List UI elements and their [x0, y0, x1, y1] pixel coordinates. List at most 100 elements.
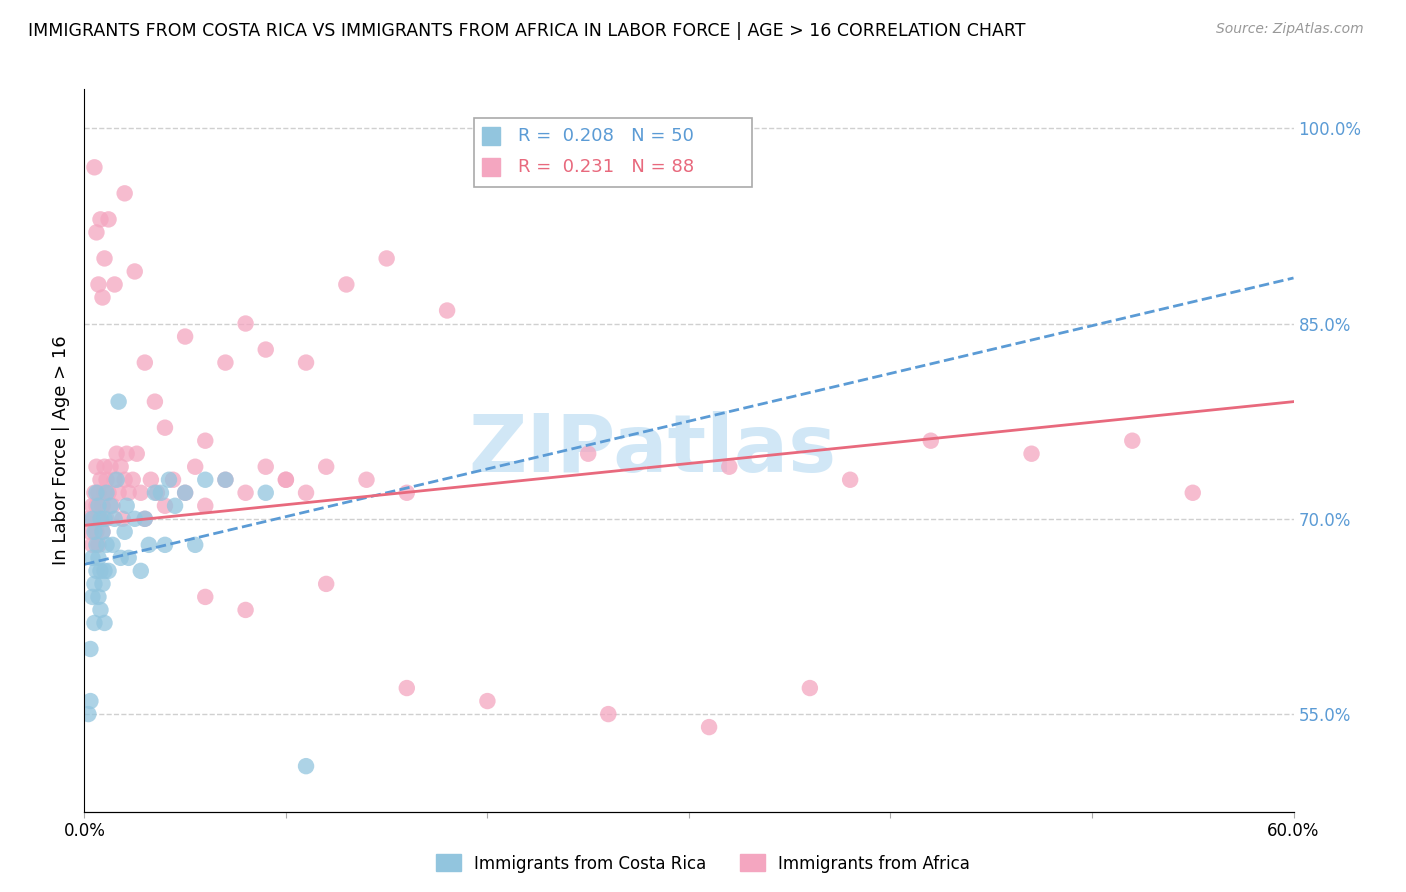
Point	[146, 485, 169, 500]
Point	[1121, 434, 1143, 448]
Point	[174, 485, 197, 500]
Point	[100, 499, 122, 513]
Point	[134, 512, 156, 526]
Point	[104, 277, 127, 292]
Point	[93, 252, 115, 266]
Point	[920, 434, 942, 448]
Point	[153, 538, 176, 552]
Point	[165, 499, 187, 513]
Point	[118, 485, 141, 500]
Point	[82, 512, 104, 526]
Point	[335, 277, 357, 292]
Point	[107, 394, 129, 409]
Point	[375, 252, 398, 266]
Point	[89, 512, 111, 526]
Point	[93, 512, 115, 526]
Point	[235, 317, 257, 331]
Point	[79, 524, 101, 539]
Point	[839, 473, 862, 487]
Point	[295, 485, 318, 500]
Point	[83, 512, 105, 526]
Point	[93, 485, 115, 500]
Point	[121, 473, 143, 487]
Point	[100, 459, 122, 474]
Point	[83, 615, 105, 630]
Point	[91, 291, 114, 305]
Point	[315, 577, 337, 591]
Point	[82, 499, 104, 513]
Point	[104, 512, 127, 526]
Point	[87, 485, 110, 500]
Point	[87, 512, 110, 526]
Point	[184, 459, 207, 474]
Point	[274, 473, 297, 487]
Point	[576, 447, 599, 461]
Point	[89, 212, 111, 227]
Point	[79, 642, 101, 657]
Point	[1021, 447, 1043, 461]
Point	[96, 512, 118, 526]
Point	[82, 590, 104, 604]
Point	[143, 394, 166, 409]
Point	[153, 499, 176, 513]
Point	[86, 459, 108, 474]
Point	[295, 355, 318, 369]
Point	[598, 707, 620, 722]
Point	[89, 564, 111, 578]
Point	[295, 759, 318, 773]
Point	[139, 473, 162, 487]
Point	[477, 694, 499, 708]
Point	[91, 577, 114, 591]
Point	[356, 473, 378, 487]
Point	[93, 459, 115, 474]
Point	[162, 473, 184, 487]
Point	[110, 550, 132, 565]
Point	[134, 355, 156, 369]
FancyBboxPatch shape	[474, 118, 752, 186]
Point	[1181, 485, 1204, 500]
Point	[254, 343, 277, 357]
Point	[254, 459, 277, 474]
Point	[194, 434, 217, 448]
Point	[86, 564, 108, 578]
Point	[214, 473, 236, 487]
Point	[718, 459, 741, 474]
Point	[129, 485, 152, 500]
Point	[799, 681, 821, 695]
Point	[129, 564, 152, 578]
Point	[115, 499, 138, 513]
Point	[97, 212, 120, 227]
Point	[101, 538, 124, 552]
Point	[134, 512, 156, 526]
Point	[96, 538, 118, 552]
Point	[91, 499, 114, 513]
Point	[194, 590, 217, 604]
Point	[315, 459, 337, 474]
Point	[86, 485, 108, 500]
Point	[86, 226, 108, 240]
Point	[697, 720, 720, 734]
Point	[96, 473, 118, 487]
Point	[214, 473, 236, 487]
Point	[114, 186, 136, 201]
Point	[118, 550, 141, 565]
Point	[184, 538, 207, 552]
Point	[82, 550, 104, 565]
Point	[86, 538, 108, 552]
Point	[79, 694, 101, 708]
Point	[87, 550, 110, 565]
Text: IMMIGRANTS FROM COSTA RICA VS IMMIGRANTS FROM AFRICA IN LABOR FORCE | AGE > 16 C: IMMIGRANTS FROM COSTA RICA VS IMMIGRANTS…	[28, 22, 1025, 40]
Point	[254, 485, 277, 500]
Text: R =  0.231   N = 88: R = 0.231 N = 88	[519, 158, 695, 177]
Point	[153, 420, 176, 434]
Point	[235, 603, 257, 617]
Point	[83, 577, 105, 591]
Point	[91, 524, 114, 539]
Point	[105, 473, 128, 487]
Point	[83, 161, 105, 175]
Point	[174, 329, 197, 343]
Point	[114, 473, 136, 487]
Point	[395, 485, 418, 500]
Point	[87, 277, 110, 292]
Point	[395, 681, 418, 695]
